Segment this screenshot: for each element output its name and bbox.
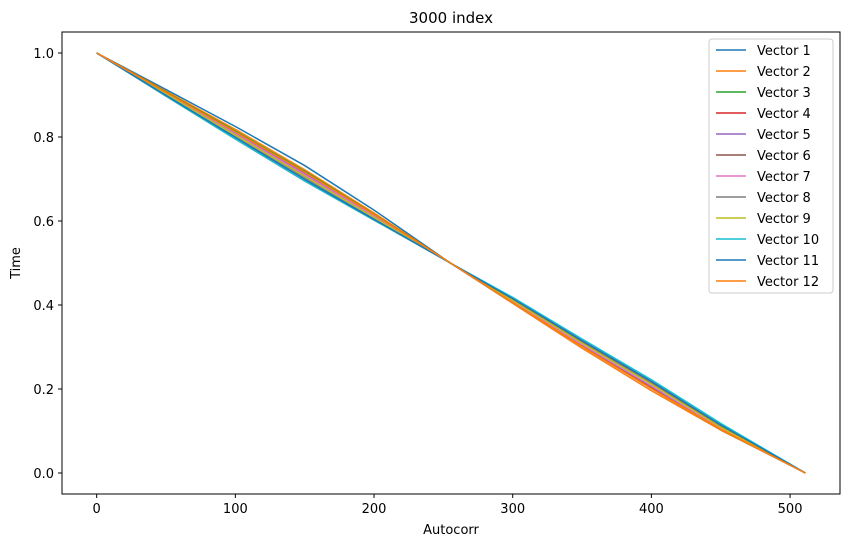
legend: Vector 1 Vector 2 Vector 3 Vector 4 Vector 5… <box>708 38 834 294</box>
legend-label-12: Vector 12 <box>757 275 819 290</box>
legend-label-4: Vector 4 <box>757 107 811 122</box>
y-tick-label: 0.4 <box>33 299 54 314</box>
x-tick-label: 300 <box>500 502 525 517</box>
chart-title: 3000 index <box>409 9 493 27</box>
legend-label-5: Vector 5 <box>757 128 811 143</box>
legend-label-6: Vector 6 <box>757 149 811 164</box>
legend-label-1: Vector 1 <box>757 44 811 59</box>
y-tick-label: 0.8 <box>33 131 54 146</box>
legend-label-9: Vector 9 <box>757 212 811 227</box>
y-tick-label: 0.0 <box>33 467 54 482</box>
x-tick-label: 500 <box>778 502 803 517</box>
y-tick-label: 1.0 <box>33 47 54 62</box>
legend-label-2: Vector 2 <box>757 65 811 80</box>
y-axis: 0.0 0.2 0.4 0.6 0.8 1.0 <box>33 47 62 482</box>
x-axis: 0 100 200 300 400 500 <box>93 494 803 517</box>
x-tick-label: 400 <box>639 502 664 517</box>
legend-label-10: Vector 10 <box>757 233 819 248</box>
x-tick-label: 100 <box>223 502 248 517</box>
legend-label-7: Vector 7 <box>757 170 811 185</box>
plot-lines <box>96 52 806 474</box>
y-tick-label: 0.6 <box>33 215 54 230</box>
x-tick-label: 200 <box>362 502 387 517</box>
legend-label-8: Vector 8 <box>757 191 811 206</box>
y-tick-label: 0.2 <box>33 383 54 398</box>
series-line-12 <box>96 52 806 474</box>
x-tick-label: 0 <box>93 502 101 517</box>
x-axis-label: Autocorr <box>423 523 479 538</box>
plot-frame <box>61 31 841 495</box>
legend-label-11: Vector 11 <box>757 254 819 269</box>
legend-label-3: Vector 3 <box>757 86 811 101</box>
y-axis-label: Time <box>9 247 24 280</box>
legend-box <box>708 38 834 294</box>
